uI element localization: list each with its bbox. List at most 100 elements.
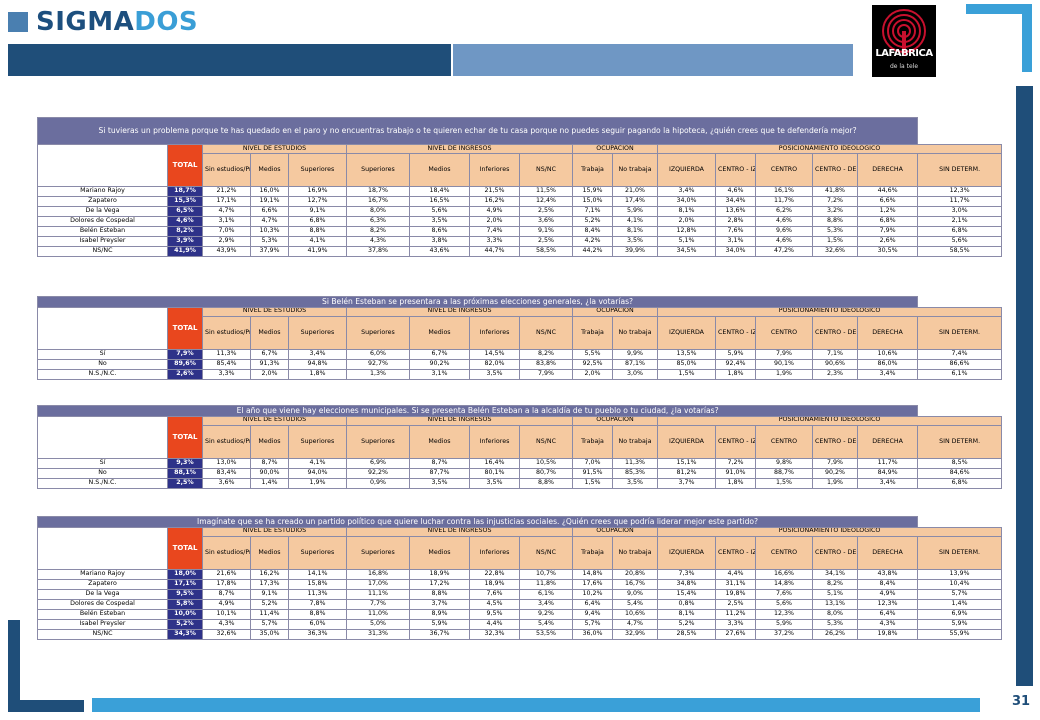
cell-value: 11,8%: [519, 578, 573, 590]
column-group-header: POSICIONAMIENTO IDEOLÓGICO: [657, 306, 1002, 317]
cell-value: 90,2%: [409, 358, 470, 370]
cell-value: 9,2%: [519, 608, 573, 620]
row-label: De la Vega: [37, 588, 168, 600]
cell-value: 81,2%: [657, 467, 716, 479]
survey-table: Si Belén Esteban se presentara a las pró…: [36, 296, 1002, 380]
cell-value: 16,2%: [250, 568, 289, 580]
row-label: De la Vega: [37, 206, 168, 217]
cell-value: 5,9%: [755, 618, 813, 630]
column-subheader: Trabaja: [572, 315, 613, 350]
cell-value: 5,2%: [657, 618, 716, 630]
cell-value: 8,8%: [288, 608, 347, 620]
cell-value: 17,8%: [202, 578, 251, 590]
cell-value: 7,8%: [288, 598, 347, 610]
cell-value: 1,5%: [572, 477, 613, 489]
cell-value: 34,1%: [812, 568, 858, 580]
cell-value: 21,2%: [202, 186, 251, 197]
cell-value: 7,9%: [755, 348, 813, 360]
column-subheader: Sin estudios/Primarios: [202, 153, 251, 187]
column-subheader: Superiores: [288, 153, 347, 187]
total-header: TOTAL: [167, 306, 203, 350]
column-group-header: NIVEL DE INGRESOS: [346, 415, 573, 426]
cell-value: 2,8%: [715, 216, 756, 227]
cell-value: 2,9%: [202, 236, 251, 247]
column-group-header: POSICIONAMIENTO IDEOLÓGICO: [657, 415, 1002, 426]
cell-value: 8,8%: [812, 216, 858, 227]
column-group-header: NIVEL DE ESTUDIOS: [202, 526, 347, 537]
cell-value: 16,4%: [469, 457, 520, 469]
cell-value: 8,7%: [202, 588, 251, 600]
cell-value: 2,1%: [917, 216, 1002, 227]
column-subheader: CENTRO - IZQUIERDA: [715, 424, 756, 459]
column-subheader: CENTRO - DERECHA: [812, 153, 858, 187]
cell-value: 1,4%: [917, 598, 1002, 610]
cell-value: 83,4%: [202, 467, 251, 479]
cell-value: 6,0%: [288, 618, 347, 630]
column-subheader: SIN DETERM.: [917, 153, 1002, 187]
cell-value: 6,2%: [755, 206, 813, 217]
cell-value: 7,6%: [755, 588, 813, 600]
cell-value: 82,0%: [469, 358, 520, 370]
table-row: Belén Esteban 10,0% 10,1% 11,4% 8,8% 11,0% 8,9…: [37, 608, 1002, 620]
column-subheader: CENTRO - IZQUIERDA: [715, 315, 756, 350]
header-blank-cell: [37, 415, 168, 459]
column-subheader: IZQUIERDA: [657, 535, 716, 570]
cell-value: 18,7%: [346, 186, 410, 197]
cell-value: 4,6%: [755, 236, 813, 247]
column-subheader: Superiores: [346, 153, 410, 187]
cell-value: 3,0%: [612, 368, 658, 380]
cell-value: 8,4%: [572, 226, 613, 237]
cell-value: 1,5%: [755, 477, 813, 489]
cell-value: 10,3%: [250, 226, 289, 237]
cell-value: 14,8%: [755, 578, 813, 590]
logo-text-dos: DOS: [134, 7, 199, 37]
cell-value: 6,3%: [346, 216, 410, 227]
cell-value: 6,1%: [519, 588, 573, 600]
corner-decoration-bottom: [8, 700, 84, 712]
cell-value: 15,0%: [572, 196, 613, 207]
column-subheader: Superiores: [288, 535, 347, 570]
column-subheader: Inferiores: [469, 424, 520, 459]
column-subheader: NS/NC: [519, 315, 573, 350]
question-title: Si Belén Esteban se presentara a las pró…: [36, 296, 919, 308]
column-group-header: POSICIONAMIENTO IDEOLÓGICO: [657, 144, 1002, 154]
cell-value: 85,0%: [657, 358, 716, 370]
column-subheader: DERECHA: [856, 315, 919, 350]
total-header: TOTAL: [167, 144, 203, 187]
column-subheader: Superiores: [288, 424, 347, 459]
cell-value: 3,5%: [409, 216, 470, 227]
cell-value: 5,6%: [755, 598, 813, 610]
cell-value: 90,1%: [755, 358, 813, 370]
cell-value: 8,2%: [519, 348, 573, 360]
total-value: 18,0%: [167, 568, 203, 580]
table-row: NS/NC 34,3% 32,6% 35,0% 36,3% 31,3% 36,7% 32,3%…: [37, 628, 1002, 640]
cell-value: 3,3%: [469, 236, 520, 247]
cell-value: 36,3%: [288, 628, 347, 640]
cell-value: 12,3%: [755, 608, 813, 620]
cell-value: 22,8%: [469, 568, 520, 580]
cell-value: 15,4%: [657, 588, 716, 600]
cell-value: 18,4%: [409, 186, 470, 197]
cell-value: 9,9%: [612, 348, 658, 360]
cell-value: 8,2%: [812, 578, 858, 590]
row-label: Belén Esteban: [37, 226, 168, 237]
cell-value: 14,5%: [469, 348, 520, 360]
cell-value: 3,4%: [657, 186, 716, 197]
cell-value: 4,3%: [346, 236, 410, 247]
cell-value: 6,8%: [917, 226, 1002, 237]
cell-value: 58,5%: [917, 246, 1002, 257]
cell-value: 20,8%: [612, 568, 658, 580]
cell-value: 3,8%: [409, 236, 470, 247]
cell-value: 5,3%: [812, 618, 858, 630]
cell-value: 5,7%: [917, 588, 1002, 600]
column-subheader: SIN DETERM.: [917, 315, 1002, 350]
cell-value: 30,5%: [856, 246, 919, 257]
cell-value: 7,2%: [812, 196, 858, 207]
total-value: 4,6%: [167, 216, 203, 227]
cell-value: 5,7%: [572, 618, 613, 630]
column-group-header: NIVEL DE INGRESOS: [346, 306, 573, 317]
column-subheader: No trabaja: [612, 153, 658, 187]
row-label: Sí: [37, 457, 168, 469]
cell-value: 4,6%: [715, 186, 756, 197]
cell-value: 4,5%: [469, 598, 520, 610]
